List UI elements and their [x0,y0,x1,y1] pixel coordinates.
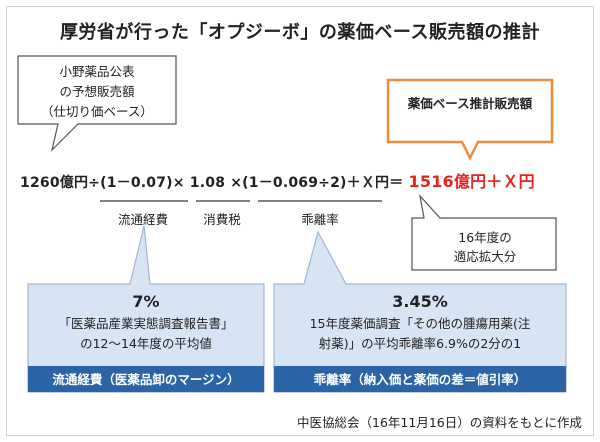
box-kairi-value: 3.45% [392,292,448,311]
callout-ono-bubble [17,55,177,152]
callout-adj-text: 16年度の 適応拡大分 [420,228,550,266]
box-kairi-desc2: 射薬)」の平均乖離率6.9%の2分の1 [318,336,522,351]
box-ryutsu-desc2: の12～14年度の平均値 [80,336,212,351]
box-kairi-desc: 15年度薬価調査「その他の腫瘍用薬(注 射薬)」の平均乖離率6.9%の2分の1 [276,314,564,354]
orange-label-box [386,78,554,161]
box-kairi-footer: 乖離率（納入価と薬価の差＝値引率） [313,372,527,387]
term-shohi: 消費税 [203,212,241,227]
box-ryutsu-desc1: 「医薬品産業実態調査報告書」 [58,316,234,331]
callout-adj-line2: 適応拡大分 [453,249,517,264]
callout-ono-text: 小野薬品公表 の予想販売額 （仕切り価ベース） [22,62,172,122]
box-ryutsu-desc: 「医薬品産業実態調査報告書」 の12～14年度の平均値 [30,314,262,354]
term-ryutsu: 流通経費 [117,212,168,227]
callout-ono-line1: 小野薬品公表 [59,64,135,79]
figure-frame [6,6,594,436]
formula: 1260億円÷(1－0.07)× 1.08 ×(1－0.069÷2)＋Ｘ円＝ 1… [20,168,590,192]
term-kairi: 乖離率 [301,212,339,227]
formula-base: 1260億円÷(1－0.07)× [20,175,185,191]
source-note: 中医協総会（16年11月16日）の資料をもとに作成 [297,415,582,430]
orange-label-text: 薬価ベース推計販売額 [407,96,533,111]
box-kairi-footer-bg [274,366,566,392]
box-ryutsu-value: 7% [132,292,160,311]
box-kairi-desc1: 15年度薬価調査「その他の腫瘍用薬(注 [309,316,531,331]
callout-adj-line1: 16年度の [458,230,512,245]
figure-title: 厚労省が行った「オプジーボ」の薬価ベース販売額の推計 [59,22,541,43]
formula-tax: 1.08 [189,175,226,191]
callout-ono-line2: の予想販売額 [59,84,135,99]
box-ryutsu-footer-bg [28,366,264,392]
formula-rest: ×(1－0.069÷2)＋Ｘ円＝ [230,175,404,191]
callout-adj-bubble [411,194,557,271]
formula-result: 1516億円＋Ｘ円 [408,172,535,191]
box-ryutsu-footer: 流通経費（医薬品卸のマージン） [52,372,240,387]
callout-ono-line3: （仕切り価ベース） [41,104,153,119]
